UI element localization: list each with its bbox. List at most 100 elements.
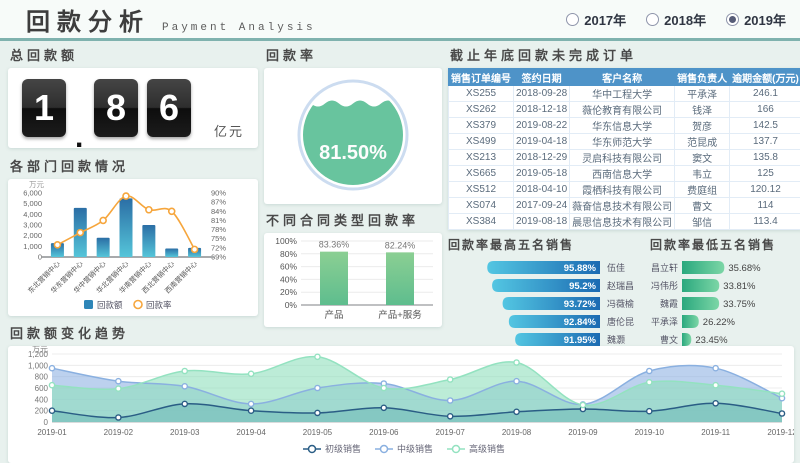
- svg-text:84%: 84%: [211, 207, 226, 216]
- svg-text:产品: 产品: [324, 309, 343, 321]
- table-cell: 霞栖科技有限公司: [570, 182, 675, 198]
- table-header-cell: 销售负责人: [675, 69, 730, 86]
- svg-text:82.24%: 82.24%: [385, 240, 416, 250]
- contract-chart-title: 不同合同类型回款率: [266, 212, 442, 229]
- svg-text:6,000: 6,000: [23, 189, 42, 198]
- svg-text:4,000: 4,000: [23, 210, 42, 219]
- top5-title: 回款率最高五名销售: [448, 237, 646, 254]
- table-cell: 华东师范大学: [570, 134, 675, 150]
- dept-chart-legend[interactable]: 回款额 回款率: [84, 300, 172, 310]
- svg-text:33.81%: 33.81%: [723, 281, 756, 292]
- total-payment-unit: 亿元: [214, 121, 244, 148]
- table-cell: XS255: [449, 86, 514, 102]
- svg-text:80%: 80%: [280, 249, 297, 259]
- svg-text:回款率: 回款率: [146, 300, 172, 310]
- svg-text:95.88%: 95.88%: [564, 263, 597, 274]
- table-header-cell: 销售订单编号: [449, 69, 514, 86]
- table-cell: 2018-12-29: [514, 150, 570, 166]
- svg-text:2,000: 2,000: [23, 231, 42, 240]
- right-column: 截止年底回款未完成订单 销售订单编号签约日期客户名称销售负责人逾期金额(万元) …: [448, 44, 794, 363]
- table-cell: 西南信息大学: [570, 166, 675, 182]
- svg-text:1,200: 1,200: [28, 350, 49, 359]
- svg-text:20%: 20%: [280, 287, 297, 297]
- trend-title: 回款额变化趋势: [10, 325, 794, 342]
- svg-text:200: 200: [35, 407, 49, 416]
- year-radio-2018年[interactable]: 2018年: [646, 10, 706, 29]
- table-cell: 2018-12-18: [514, 102, 570, 118]
- svg-text:1,000: 1,000: [23, 242, 42, 251]
- table-cell: 窦文: [675, 150, 730, 166]
- svg-text:冯薇榆: 冯薇榆: [607, 298, 634, 309]
- table-cell: 113.4: [730, 214, 800, 230]
- rate-gauge-title: 回款率: [266, 47, 442, 64]
- svg-text:2019-04: 2019-04: [236, 428, 266, 437]
- table-header-cell: 客户名称: [570, 69, 675, 86]
- table-cell: 137.7: [730, 134, 800, 150]
- table-cell: 邹信: [675, 214, 730, 230]
- svg-text:87%: 87%: [211, 198, 226, 207]
- table-cell: 114: [730, 198, 800, 214]
- year-selector: 2017年 2018年 2019年: [566, 10, 786, 29]
- table-cell: 钱泽: [675, 102, 730, 118]
- svg-text:800: 800: [35, 373, 49, 382]
- table-cell: 曹文: [675, 198, 730, 214]
- table-cell: 2017-09-24: [514, 198, 570, 214]
- table-cell: 135.8: [730, 150, 800, 166]
- table-cell: 2019-08-22: [514, 118, 570, 134]
- unfinished-orders-title: 截止年底回款未完成订单: [450, 47, 794, 64]
- year-radio-2017年[interactable]: 2017年: [566, 10, 626, 29]
- svg-text:93.72%: 93.72%: [564, 299, 597, 310]
- svg-text:5,000: 5,000: [23, 199, 42, 208]
- svg-text:2019-05: 2019-05: [303, 428, 333, 437]
- svg-text:90%: 90%: [211, 189, 226, 198]
- table-cell: XS499: [449, 134, 514, 150]
- svg-text:伍佳: 伍佳: [607, 262, 625, 273]
- svg-text:2019-10: 2019-10: [635, 428, 665, 437]
- svg-text:33.75%: 33.75%: [723, 299, 756, 310]
- svg-text:2019-03: 2019-03: [170, 428, 200, 437]
- svg-text:赵瑞昌: 赵瑞昌: [607, 280, 634, 291]
- table-cell: 韦立: [675, 166, 730, 182]
- dept-chart-title: 各部门回款情况: [10, 158, 258, 175]
- svg-text:40%: 40%: [280, 274, 297, 284]
- table-header-cell: 逾期金额(万元): [730, 69, 800, 86]
- total-payment-title: 总回款额: [10, 47, 258, 64]
- table-cell: 贺彦: [675, 118, 730, 134]
- table-cell: 142.5: [730, 118, 800, 134]
- table-cell: 125: [730, 166, 800, 182]
- flip-digit: 8: [94, 79, 138, 137]
- svg-text:回款额: 回款额: [97, 300, 123, 310]
- table-cell: 2019-08-18: [514, 214, 570, 230]
- year-radio-label: 2017年: [584, 10, 626, 29]
- table-cell: 薇奋信息技术有限公司: [570, 198, 675, 214]
- svg-text:2019-11: 2019-11: [701, 428, 730, 437]
- svg-text:75%: 75%: [211, 234, 226, 243]
- svg-text:冯伟彤: 冯伟彤: [651, 280, 678, 291]
- svg-text:2019-06: 2019-06: [369, 428, 399, 437]
- svg-text:35.68%: 35.68%: [728, 263, 761, 274]
- year-radio-2019年[interactable]: 2019年: [726, 10, 786, 29]
- svg-text:100%: 100%: [275, 236, 297, 246]
- svg-text:81%: 81%: [211, 216, 226, 225]
- radio-icon: [646, 13, 659, 26]
- table-cell: XS665: [449, 166, 514, 182]
- table-cell: XS512: [449, 182, 514, 198]
- table-cell: XS074: [449, 198, 514, 214]
- svg-text:0: 0: [38, 253, 42, 262]
- svg-text:95.2%: 95.2%: [569, 281, 596, 292]
- svg-text:78%: 78%: [211, 225, 226, 234]
- svg-text:2019-08: 2019-08: [502, 428, 532, 437]
- year-radio-label: 2019年: [744, 10, 786, 29]
